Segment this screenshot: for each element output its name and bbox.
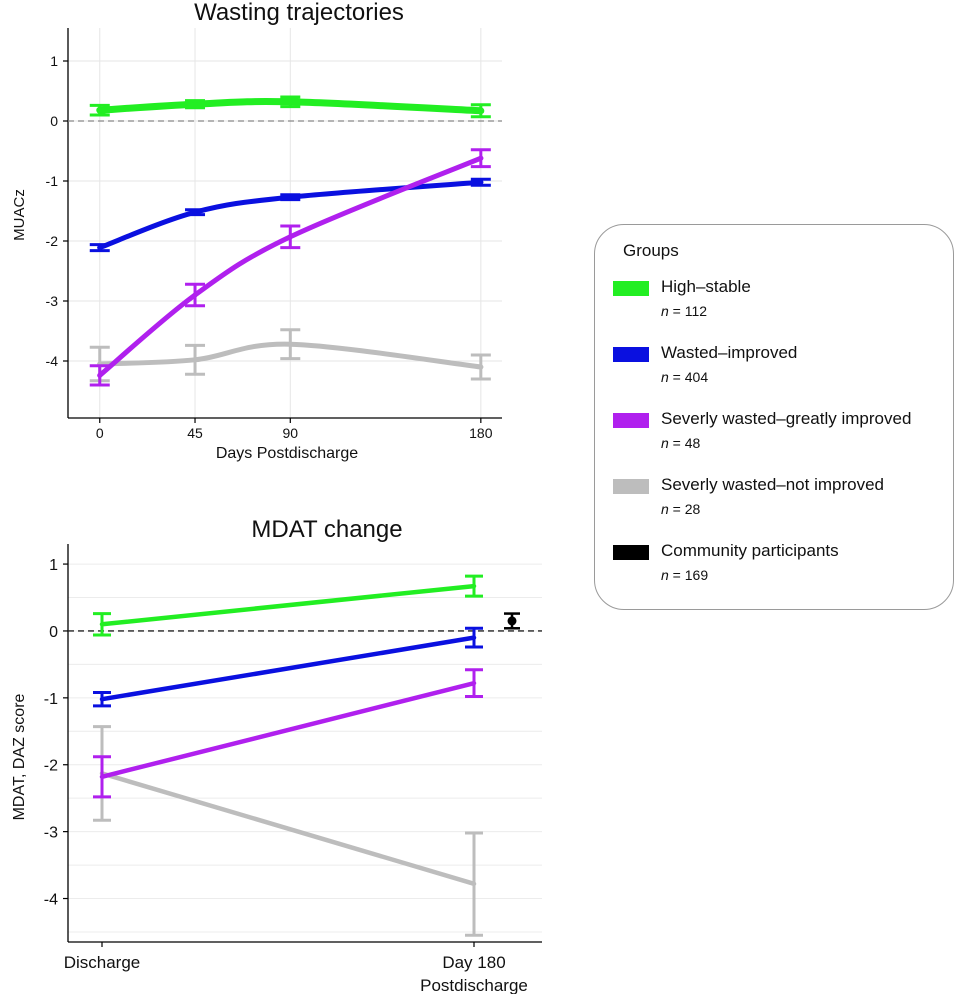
y-tick-label: -2 [44, 758, 58, 775]
legend-count: n = 404 [661, 369, 709, 385]
data-point [287, 234, 293, 240]
y-tick-label: -1 [44, 691, 58, 708]
x-axis-label: Days Postdischarge [216, 445, 358, 462]
data-point [192, 357, 198, 363]
data-point [97, 245, 103, 251]
y-tick-label: 0 [49, 624, 58, 641]
legend-swatch [613, 347, 649, 362]
legend: Groups High–stable n = 112 Wasted–improved… [594, 224, 954, 610]
wasting-trajectories-chart: Wasting trajectories 1 0 -1 -2 -3 -4 0 45 90 180 Da… [11, 0, 502, 462]
data-point [192, 101, 198, 107]
y-tick-label: 0 [50, 113, 58, 129]
legend-label: Severly wasted–greatly improved [661, 409, 912, 428]
legend-swatch [613, 281, 649, 296]
data-point [478, 364, 484, 370]
y-axis-label: MDAT, DAZ score [11, 693, 28, 820]
legend-swatch [613, 479, 649, 494]
legend-count: n = 112 [661, 303, 708, 319]
legend-swatch [613, 413, 649, 428]
data-point [478, 179, 484, 185]
y-tick-label: -2 [46, 233, 59, 249]
data-point [287, 194, 293, 200]
data-point [478, 155, 484, 161]
data-point [97, 107, 103, 113]
series-line [97, 341, 484, 370]
x-tick-label: Postdischarge [420, 976, 528, 994]
series-line [96, 97, 485, 115]
legend-label: Severly wasted–not improved [661, 475, 885, 494]
series-line [99, 680, 477, 780]
y-tick-label: -1 [46, 173, 59, 189]
chart-title: Wasting trajectories [194, 0, 404, 26]
x-tick-label: 180 [469, 425, 493, 441]
y-tick-label: -3 [46, 293, 59, 309]
legend-swatch [613, 545, 649, 560]
mdat-change-chart: MDAT change 1 0 -1 -2 -3 -4 Discharge Day 180 Pos… [11, 516, 542, 994]
x-tick-label: 0 [96, 425, 104, 441]
legend-count: n = 48 [661, 435, 701, 451]
y-tick-label: -3 [44, 825, 58, 842]
x-tick-label: Day 180 [442, 953, 505, 972]
series-line [99, 635, 477, 702]
y-tick-label: 1 [50, 53, 58, 69]
legend-count: n = 28 [661, 501, 701, 517]
y-tick-label: -4 [46, 353, 59, 369]
x-tick-label: 90 [283, 425, 299, 441]
community-point [507, 616, 517, 626]
y-axis-label: MUACz [11, 189, 28, 241]
legend-label: Wasted–improved [661, 343, 798, 362]
data-point [192, 292, 198, 298]
series-line [97, 155, 484, 378]
x-tick-label: Discharge [64, 953, 141, 972]
legend-label: High–stable [661, 277, 751, 296]
data-point [192, 209, 198, 215]
y-tick-label: 1 [49, 557, 58, 574]
legend-label: Community participants [661, 541, 839, 560]
data-point [97, 372, 103, 378]
legend-title: Groups [623, 241, 679, 260]
legend-count: n = 169 [661, 567, 709, 583]
x-tick-label: 45 [187, 425, 203, 441]
y-tick-label: -4 [44, 892, 58, 909]
data-point [287, 341, 293, 347]
data-point [287, 99, 293, 105]
data-point [478, 108, 484, 114]
series-line [99, 583, 477, 627]
series-line [99, 771, 477, 887]
chart-title: MDAT change [251, 516, 402, 543]
